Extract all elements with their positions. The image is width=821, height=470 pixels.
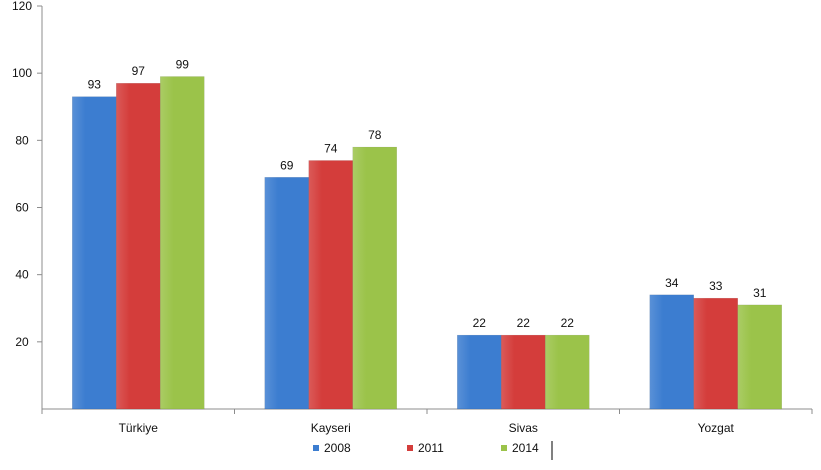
y-tick-label: 120	[12, 0, 32, 13]
y-axis: 20 40 60 80 100 120	[12, 0, 43, 409]
bars	[72, 76, 782, 410]
bar-2014-kayseri	[352, 146, 397, 410]
y-tick-label: 40	[15, 268, 29, 282]
category-label: Türkiye	[119, 421, 159, 435]
bar-2011-sivas	[501, 334, 546, 410]
data-label: 97	[132, 64, 146, 78]
data-label: 93	[88, 78, 102, 92]
data-label: 74	[324, 141, 338, 155]
legend-swatch-2011	[407, 445, 413, 451]
legend-label-2011: 2011	[418, 441, 444, 455]
data-label: 99	[176, 58, 190, 72]
bar-2014-sivas	[545, 334, 590, 410]
data-label: 22	[517, 316, 531, 330]
data-label: 69	[280, 158, 294, 172]
bar-2014-türkiye	[160, 76, 205, 410]
y-tick-label: 100	[12, 66, 32, 80]
legend: 2008 2011 2014	[313, 441, 553, 460]
data-label: 22	[473, 316, 487, 330]
data-label: 34	[665, 276, 679, 290]
legend-swatch-2014	[501, 445, 507, 451]
category-label: Sivas	[509, 421, 538, 435]
category-label: Kayseri	[311, 421, 351, 435]
bar-2011-türkiye	[116, 82, 161, 410]
legend-label-2014: 2014	[512, 441, 539, 455]
y-tick-label: 20	[15, 335, 29, 349]
data-label: 22	[561, 316, 575, 330]
data-label: 31	[753, 286, 767, 300]
x-axis: Türkiye Kayseri Sivas Yozgat	[41, 408, 813, 435]
legend-swatch-2008	[313, 445, 319, 451]
legend-label-2008: 2008	[324, 441, 351, 455]
y-tick-label: 80	[15, 133, 29, 147]
bar-2008-yozgat	[649, 294, 694, 410]
category-label: Yozgat	[698, 421, 735, 435]
bar-2011-yozgat	[693, 297, 738, 410]
bar-2014-yozgat	[737, 304, 782, 410]
data-label: 78	[368, 128, 382, 142]
bar-2008-sivas	[457, 334, 502, 410]
data-labels: 93 97 99 69 74 78 22 22 22 34 33 31	[88, 58, 767, 331]
bar-2008-kayseri	[264, 177, 309, 410]
data-label: 33	[709, 279, 723, 293]
bar-2011-kayseri	[308, 160, 353, 410]
bar-2008-türkiye	[72, 96, 117, 410]
y-tick-label: 60	[15, 201, 29, 215]
